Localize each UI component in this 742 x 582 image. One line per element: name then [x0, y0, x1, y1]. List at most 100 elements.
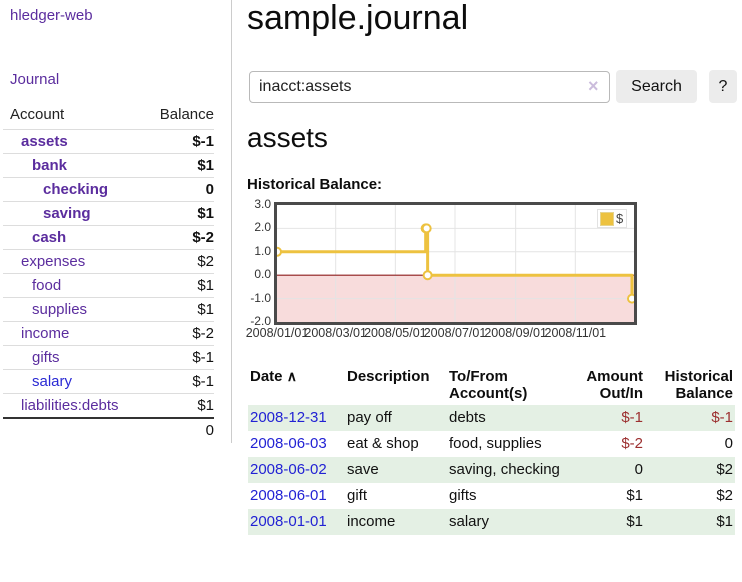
- chart-legend: $: [597, 209, 628, 228]
- account-row: saving $1: [3, 201, 214, 226]
- register-date-link[interactable]: 2008-06-03: [250, 435, 327, 452]
- register-accounts: gifts: [449, 487, 477, 504]
- register-row: 2008-01-01 income salary $1 $1: [248, 509, 735, 535]
- account-row: food $1: [3, 273, 214, 298]
- register-balance: $2: [716, 487, 733, 504]
- register-accounts: debts: [449, 409, 486, 426]
- account-row: expenses $2: [3, 249, 214, 274]
- account-link-saving[interactable]: saving: [43, 205, 91, 222]
- y-axis-tick-label: -2.0: [250, 314, 271, 328]
- account-balance: $2: [140, 249, 214, 274]
- account-row: supplies $1: [3, 297, 214, 322]
- account-link-liabilities-debts[interactable]: liabilities:debts: [21, 397, 119, 414]
- account-link-food[interactable]: food: [32, 277, 62, 294]
- clear-search-icon[interactable]: ×: [588, 76, 599, 96]
- account-balance: $1: [140, 273, 214, 298]
- x-axis-tick-label: 2008/05/01: [364, 326, 427, 340]
- x-axis-tick-label: 2008/07/01: [423, 326, 487, 340]
- register-row: 2008-12-31 pay off debts $-1 $-1: [248, 405, 735, 431]
- register-description: income: [347, 513, 396, 530]
- accounts-total-value: 0: [140, 417, 214, 442]
- register-amount: $1: [626, 513, 643, 530]
- register-header-amount: Amount Out/In: [586, 368, 643, 402]
- y-axis-tick-label: 3.0: [254, 197, 271, 211]
- register-date-link[interactable]: 2008-12-31: [250, 409, 327, 426]
- register-date-link[interactable]: 2008-01-01: [250, 513, 327, 530]
- register-accounts: salary: [449, 513, 490, 530]
- register-header-accounts: To/From Account(s): [449, 368, 528, 402]
- page-title: sample.journal: [247, 0, 469, 37]
- account-row: cash $-2: [3, 225, 214, 250]
- sidebar: hledger-web Journal Account Balance asse…: [0, 0, 232, 443]
- register-balance: $1: [716, 513, 733, 530]
- sidebar-item-journal[interactable]: Journal: [10, 71, 60, 88]
- accounts-header-account: Account: [10, 106, 65, 123]
- account-row: liabilities:debts $1: [3, 393, 214, 418]
- y-axis-tick-label: 0.0: [254, 267, 271, 282]
- register-header-row: Date ∧ Description To/From Account(s) Am…: [248, 367, 735, 405]
- accounts-header-row: Account Balance: [3, 102, 214, 130]
- account-balance: $1: [140, 201, 214, 226]
- account-link-income[interactable]: income: [21, 325, 70, 342]
- register-accounts: saving, checking: [449, 461, 560, 478]
- account-balance: 0: [140, 177, 214, 202]
- account-balance: $-1: [140, 345, 214, 370]
- account-row: gifts $-1: [3, 345, 214, 370]
- search-button[interactable]: Search: [616, 70, 697, 103]
- account-link-cash[interactable]: cash: [32, 229, 67, 246]
- x-axis-tick-label: 2008/01/01: [245, 326, 309, 340]
- account-balance: $1: [140, 393, 214, 418]
- account-link-supplies[interactable]: supplies: [32, 301, 88, 318]
- register-row: 2008-06-01 gift gifts $1 $2: [248, 483, 735, 509]
- register-amount: 0: [634, 461, 643, 478]
- account-balance: $-2: [140, 321, 214, 346]
- x-axis-tick-label: 2008/09/01: [484, 326, 547, 340]
- y-axis-tick-label: -1.0: [250, 290, 271, 305]
- historical-balance-label: Historical Balance:: [247, 176, 383, 193]
- legend-label: $: [616, 211, 624, 226]
- account-row: checking 0: [3, 177, 214, 202]
- register-amount: $-2: [621, 435, 643, 452]
- account-balance: $-2: [140, 225, 214, 250]
- historical-balance-chart: $ 3.0 2.0 1.0 0.0 -1.0 -2.0 2008/01/01 2008/03/…: [245, 193, 705, 353]
- register-date-link[interactable]: 2008-06-01: [250, 487, 327, 504]
- account-row: assets $-1: [3, 129, 214, 154]
- register-description: save: [347, 461, 379, 478]
- register-description: pay off: [347, 409, 392, 426]
- account-link-checking[interactable]: checking: [43, 181, 109, 198]
- account-link-assets[interactable]: assets: [21, 133, 68, 150]
- register-amount: $1: [626, 487, 643, 504]
- legend-swatch-icon: [600, 211, 614, 226]
- app-brand-link[interactable]: hledger-web: [10, 7, 93, 24]
- register-header-description: Description: [347, 368, 430, 385]
- account-link-expenses[interactable]: expenses: [21, 253, 86, 270]
- account-link-salary[interactable]: salary: [32, 373, 73, 390]
- x-axis-tick-label: 2008/03/01: [304, 326, 367, 340]
- sort-ascending-icon: ∧: [286, 368, 297, 384]
- account-balance: $-1: [140, 369, 214, 394]
- help-button[interactable]: ?: [709, 70, 737, 103]
- register-header-balance: Historical Balance: [664, 368, 733, 402]
- account-page-title: assets: [247, 122, 328, 153]
- register-description: eat & shop: [347, 435, 419, 452]
- register-date-link[interactable]: 2008-06-02: [250, 461, 327, 478]
- search-input[interactable]: [249, 71, 610, 103]
- x-axis-tick-label: 2008/11/01: [544, 326, 607, 340]
- account-row: bank $1: [3, 153, 214, 178]
- account-row: salary $-1: [3, 369, 214, 394]
- account-balance: $1: [140, 153, 214, 178]
- accounts-header-balance: Balance: [159, 106, 214, 123]
- accounts-total-row: 0: [3, 417, 214, 442]
- account-link-bank[interactable]: bank: [32, 157, 68, 174]
- register-row: 2008-06-02 save saving, checking 0 $2: [248, 457, 735, 483]
- y-axis-tick-label: 2.0: [254, 220, 271, 235]
- register-header-date[interactable]: Date ∧: [250, 368, 297, 385]
- register-table: Date ∧ Description To/From Account(s) Am…: [248, 367, 735, 535]
- account-link-gifts[interactable]: gifts: [32, 349, 60, 366]
- register-amount: $-1: [621, 409, 643, 426]
- account-balance: $-1: [140, 129, 214, 154]
- register-balance: $2: [716, 461, 733, 478]
- y-axis-tick-label: 1.0: [254, 243, 271, 258]
- register-balance: 0: [724, 435, 733, 452]
